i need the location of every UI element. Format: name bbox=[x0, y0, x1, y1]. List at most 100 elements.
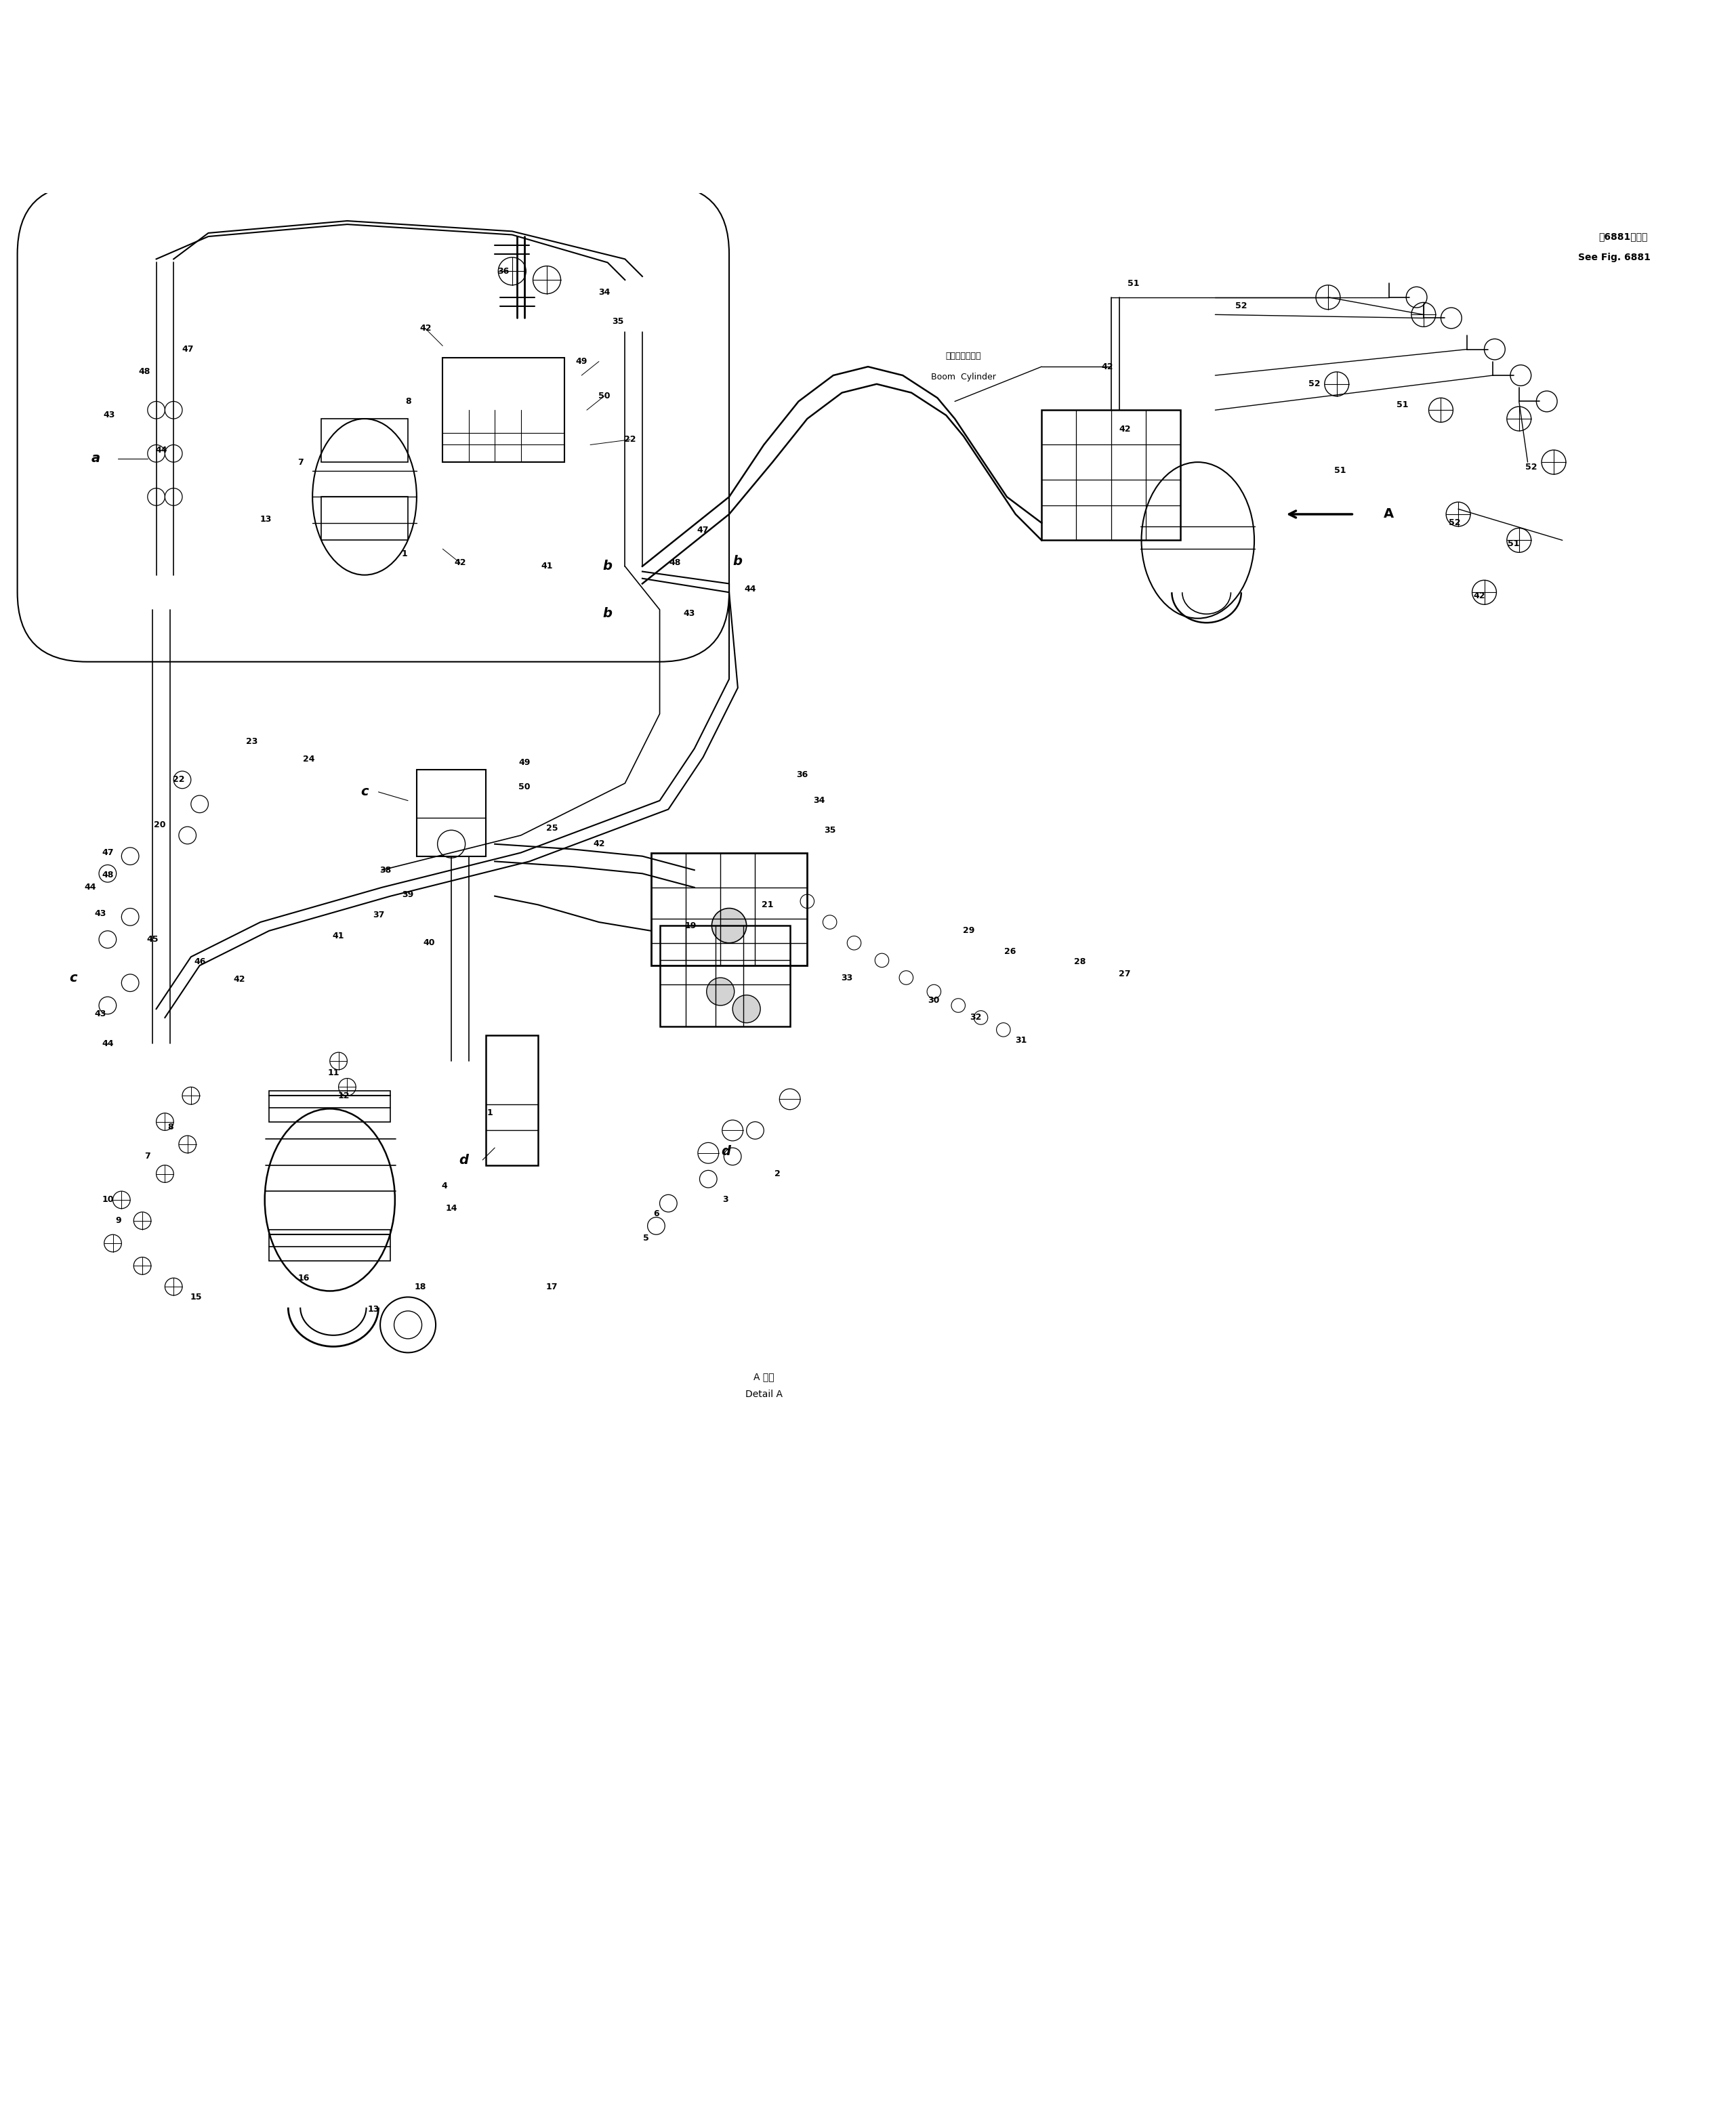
Text: 17: 17 bbox=[547, 1282, 557, 1290]
Text: 38: 38 bbox=[380, 866, 391, 874]
Text: 51: 51 bbox=[1335, 467, 1345, 475]
Text: 4: 4 bbox=[441, 1182, 448, 1190]
Text: 48: 48 bbox=[139, 367, 149, 376]
Text: 20: 20 bbox=[155, 821, 165, 830]
Text: 34: 34 bbox=[814, 796, 825, 804]
Text: 31: 31 bbox=[1016, 1036, 1026, 1044]
Bar bbox=[269, 1091, 391, 1123]
Text: 51: 51 bbox=[1128, 278, 1139, 289]
Text: 6: 6 bbox=[653, 1210, 660, 1218]
Bar bbox=[321, 418, 408, 463]
Text: 35: 35 bbox=[613, 316, 623, 327]
Text: A 詳細: A 詳細 bbox=[753, 1373, 774, 1381]
Text: 36: 36 bbox=[797, 770, 807, 779]
Text: 40: 40 bbox=[424, 938, 434, 946]
Text: 29: 29 bbox=[963, 927, 974, 936]
Text: 47: 47 bbox=[698, 526, 708, 535]
Text: 15: 15 bbox=[191, 1292, 201, 1301]
Text: 23: 23 bbox=[247, 736, 257, 747]
Text: See Fig. 6881: See Fig. 6881 bbox=[1578, 253, 1651, 261]
Text: 48: 48 bbox=[102, 870, 113, 881]
Text: 44: 44 bbox=[85, 883, 95, 891]
Bar bbox=[321, 497, 408, 541]
Text: d: d bbox=[720, 1146, 731, 1159]
Text: 8: 8 bbox=[167, 1123, 174, 1131]
Text: 28: 28 bbox=[1075, 957, 1085, 966]
Circle shape bbox=[733, 995, 760, 1023]
Text: 50: 50 bbox=[599, 393, 609, 401]
Text: 46: 46 bbox=[194, 957, 205, 966]
Text: 5: 5 bbox=[642, 1233, 649, 1243]
Text: c: c bbox=[361, 785, 368, 798]
Text: 24: 24 bbox=[304, 755, 314, 764]
Text: 11: 11 bbox=[328, 1069, 339, 1078]
Text: 10: 10 bbox=[102, 1195, 113, 1205]
Circle shape bbox=[707, 978, 734, 1006]
Text: 41: 41 bbox=[333, 932, 344, 940]
Text: 9: 9 bbox=[115, 1216, 122, 1224]
Text: 13: 13 bbox=[368, 1305, 378, 1314]
Text: 41: 41 bbox=[542, 562, 552, 571]
Bar bbox=[417, 770, 486, 855]
Text: 44: 44 bbox=[102, 1040, 113, 1048]
Text: 2: 2 bbox=[774, 1169, 781, 1178]
Text: 47: 47 bbox=[182, 346, 193, 354]
Text: 8: 8 bbox=[404, 397, 411, 405]
Text: a: a bbox=[90, 452, 101, 465]
Text: 26: 26 bbox=[1005, 946, 1016, 957]
Text: 1: 1 bbox=[486, 1108, 493, 1118]
Text: 1: 1 bbox=[401, 550, 408, 558]
Text: 50: 50 bbox=[519, 783, 529, 792]
Text: Detail A: Detail A bbox=[745, 1390, 783, 1398]
Bar bbox=[660, 925, 790, 1027]
Text: 3: 3 bbox=[722, 1195, 729, 1205]
Text: b: b bbox=[733, 554, 743, 567]
Bar bbox=[1042, 410, 1180, 541]
Text: ブームシリンダ: ブームシリンダ bbox=[946, 352, 981, 361]
Text: 22: 22 bbox=[625, 435, 635, 443]
Text: d: d bbox=[458, 1154, 469, 1167]
Text: Boom  Cylinder: Boom Cylinder bbox=[930, 373, 996, 382]
Bar bbox=[651, 853, 807, 966]
Text: 30: 30 bbox=[929, 995, 939, 1004]
Text: 49: 49 bbox=[576, 356, 587, 365]
Text: b: b bbox=[602, 560, 613, 573]
Text: 36: 36 bbox=[498, 267, 509, 276]
Text: 52: 52 bbox=[1309, 380, 1319, 388]
Text: 7: 7 bbox=[144, 1152, 151, 1161]
Bar bbox=[443, 359, 564, 463]
Text: 43: 43 bbox=[95, 908, 106, 919]
Text: 52: 52 bbox=[1236, 301, 1246, 310]
Text: 27: 27 bbox=[1120, 970, 1130, 978]
Bar bbox=[486, 1036, 538, 1165]
Circle shape bbox=[712, 908, 746, 942]
Text: 44: 44 bbox=[156, 446, 167, 454]
Text: 52: 52 bbox=[1526, 463, 1536, 471]
Text: 47: 47 bbox=[102, 849, 113, 857]
Text: 52: 52 bbox=[1450, 518, 1460, 526]
Text: 19: 19 bbox=[686, 921, 696, 929]
Text: 42: 42 bbox=[594, 840, 604, 849]
Text: 44: 44 bbox=[745, 584, 755, 594]
Text: A: A bbox=[1384, 507, 1394, 520]
Text: 42: 42 bbox=[455, 558, 465, 567]
Text: 16: 16 bbox=[299, 1273, 309, 1282]
Text: 22: 22 bbox=[174, 775, 184, 785]
Text: 25: 25 bbox=[547, 823, 557, 832]
Text: 33: 33 bbox=[842, 974, 852, 982]
Text: 12: 12 bbox=[339, 1091, 349, 1099]
Text: 43: 43 bbox=[104, 412, 115, 420]
Bar bbox=[269, 1229, 391, 1260]
Text: c: c bbox=[69, 972, 76, 985]
Text: 42: 42 bbox=[1120, 424, 1130, 433]
Text: 42: 42 bbox=[1102, 363, 1113, 371]
Text: 32: 32 bbox=[970, 1012, 981, 1023]
Text: 21: 21 bbox=[762, 900, 773, 908]
Text: 51: 51 bbox=[1397, 401, 1408, 410]
Text: 第6881図参照: 第6881図参照 bbox=[1599, 231, 1647, 242]
Text: 48: 48 bbox=[670, 558, 681, 567]
Text: 34: 34 bbox=[599, 289, 609, 297]
Text: 42: 42 bbox=[234, 974, 245, 985]
Text: 18: 18 bbox=[415, 1282, 425, 1290]
Text: 45: 45 bbox=[148, 936, 158, 944]
